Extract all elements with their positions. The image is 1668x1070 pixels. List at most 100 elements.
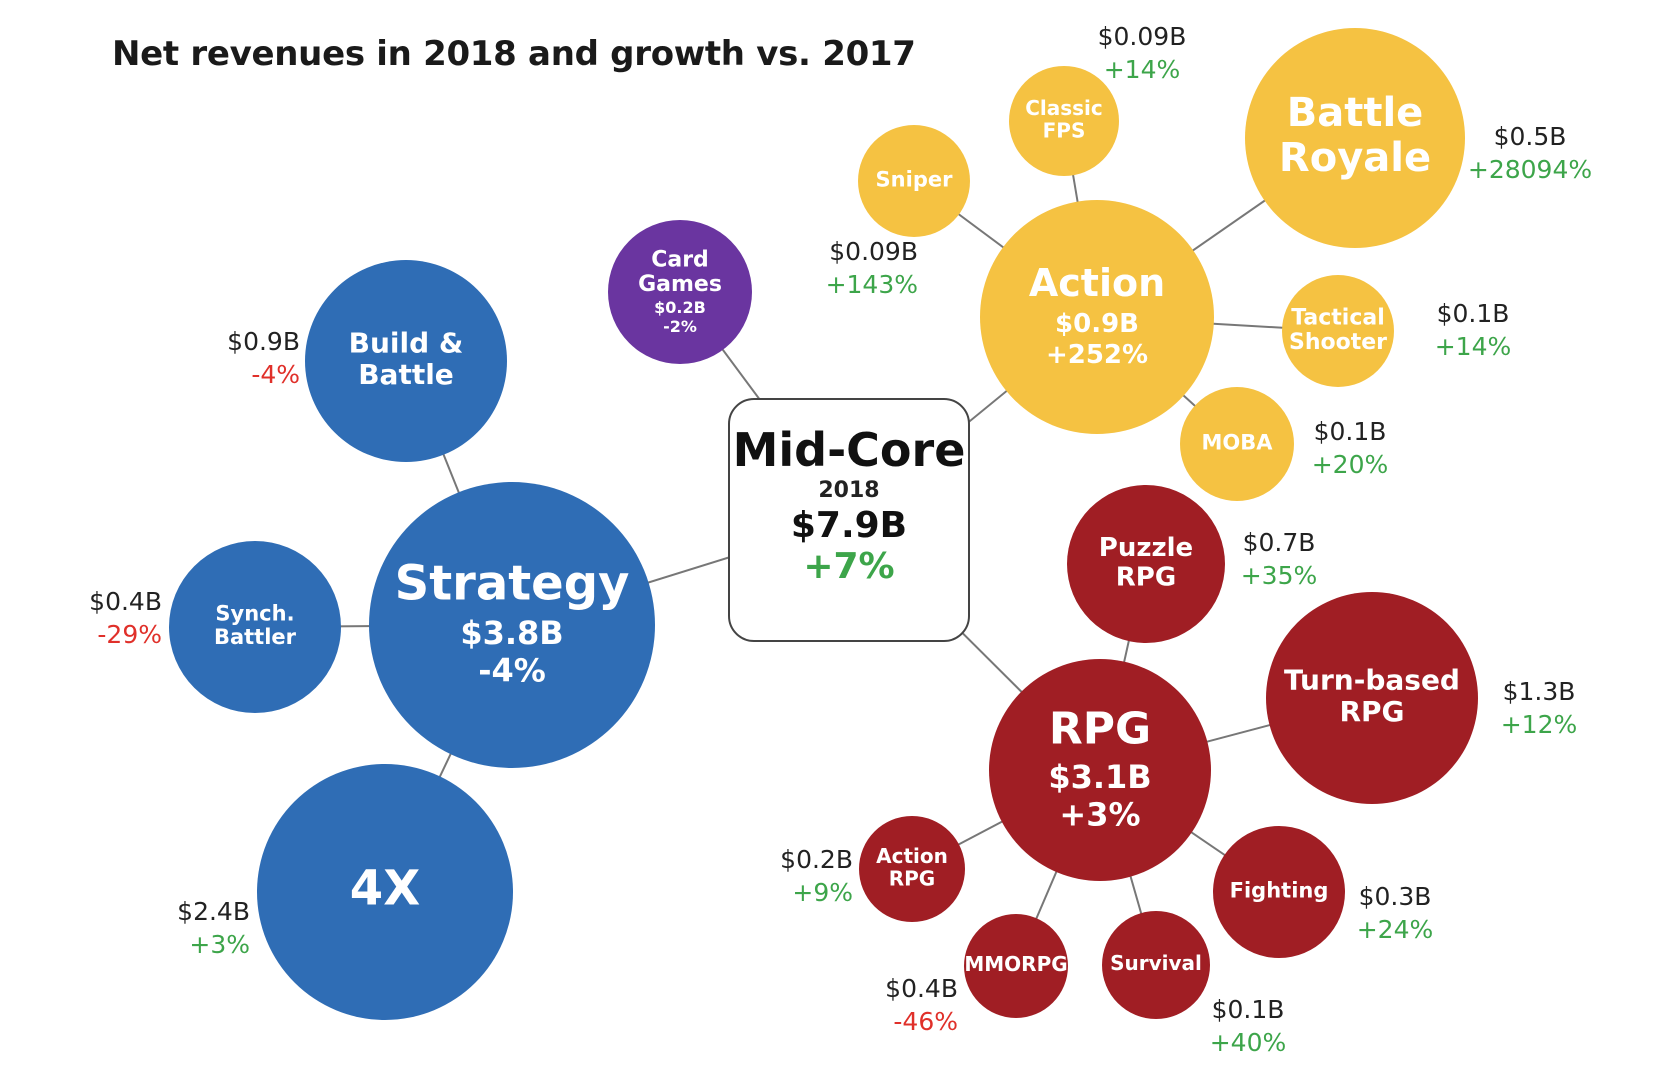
bubble-classic-fps-circle — [1009, 66, 1119, 176]
bubble-turn-based-rpg-name-line-2: RPG — [1339, 695, 1404, 728]
bubble-synch-battler-name-line-2: Battler — [214, 625, 297, 649]
label-fighting-growth: +24% — [1357, 915, 1434, 944]
bubble-action-rpg-circle — [859, 816, 965, 922]
bubble-battle-royale-circle — [1245, 28, 1465, 248]
label-synch-battler-value: $0.4B — [89, 587, 162, 616]
label-tactical-shooter-growth: +14% — [1435, 332, 1512, 361]
bubble-nodes: Strategy$3.8B-4%Build &BattleSynch.Battl… — [169, 28, 1478, 1020]
label-sniper: $0.09B +143% — [826, 237, 918, 299]
label-survival-growth: +40% — [1210, 1028, 1287, 1057]
bubble-strategy-circle — [369, 482, 655, 768]
label-mmorpg: $0.4B -46% — [885, 974, 958, 1036]
label-turn-based-rpg: $1.3B +12% — [1501, 677, 1578, 739]
label-moba-growth: +20% — [1312, 450, 1389, 479]
label-turn-based-rpg-growth: +12% — [1501, 710, 1578, 739]
label-mmorpg-growth: -46% — [893, 1007, 958, 1036]
bubble-synch-battler-circle — [169, 541, 341, 713]
bubble-sniper-name-line-1: Sniper — [876, 167, 954, 191]
label-tactical-shooter-value: $0.1B — [1437, 299, 1510, 328]
bubble-survival: Survival — [1102, 911, 1210, 1019]
bubble-mmorpg-circle — [964, 914, 1068, 1018]
bubble-puzzle-rpg-name-line-2: RPG — [1116, 562, 1176, 592]
bubble-action-rpg-name-line-2: RPG — [889, 866, 935, 890]
label-build-battle-value: $0.9B — [227, 327, 300, 356]
label-sniper-growth: +143% — [826, 270, 918, 299]
bubble-synch-battler: Synch.Battler — [169, 541, 341, 713]
bubble-strategy-growth: -4% — [478, 652, 546, 690]
bubble-fighting-circle — [1213, 826, 1345, 958]
label-battle-royale: $0.5B +28094% — [1468, 122, 1592, 184]
bubble-classic-fps-name-line-1: Classic — [1025, 96, 1103, 120]
label-puzzle-rpg: $0.7B +35% — [1241, 528, 1318, 590]
bubble-sniper-circle — [858, 125, 970, 237]
bubble-survival-name-line-1: Survival — [1110, 951, 1202, 975]
chart-title: Net revenues in 2018 and growth vs. 2017 — [112, 34, 916, 74]
bubble-battle-royale-name-line-2: Royale — [1279, 135, 1431, 181]
label-tactical-shooter: $0.1B +14% — [1435, 299, 1512, 361]
label-4x-value: $2.4B — [177, 897, 250, 926]
bubble-build-battle-name-line-2: Battle — [358, 358, 454, 391]
label-moba: $0.1B +20% — [1312, 417, 1389, 479]
label-action-rpg: $0.2B +9% — [780, 845, 853, 907]
label-classic-fps-value: $0.09B — [1098, 22, 1187, 51]
bubble-rpg: RPG$3.1B+3% — [989, 659, 1211, 881]
bubble-4x-name-line-1: 4X — [350, 860, 420, 916]
bubble-fighting-name-line-1: Fighting — [1230, 878, 1329, 902]
label-action-rpg-growth: +9% — [792, 878, 853, 907]
bubble-sniper: Sniper — [858, 125, 970, 237]
bubble-card-games-growth: -2% — [663, 317, 697, 336]
bubble-card-games-name-line-1: Card — [651, 248, 709, 273]
bubble-moba: MOBA — [1180, 387, 1294, 501]
center-growth: +7% — [803, 545, 895, 587]
bubble-strategy: Strategy$3.8B-4% — [369, 482, 655, 768]
bubble-action-rpg-name-line-1: Action — [876, 844, 948, 868]
bubble-tactical-shooter-name-line-2: Shooter — [1289, 330, 1387, 355]
bubble-build-battle-circle — [305, 260, 507, 462]
label-4x-growth: +3% — [189, 930, 250, 959]
label-classic-fps: $0.09B +14% — [1098, 22, 1187, 84]
label-synch-battler: $0.4B -29% — [89, 587, 162, 649]
bubble-build-battle-name-line-1: Build & — [349, 327, 464, 360]
bubble-strategy-value: $3.8B — [460, 614, 563, 652]
label-turn-based-rpg-value: $1.3B — [1503, 677, 1576, 706]
bubble-mmorpg: MMORPG — [964, 914, 1068, 1018]
bubble-card-games-name-line-2: Games — [638, 272, 722, 297]
label-battle-royale-value: $0.5B — [1494, 122, 1567, 151]
bubble-synch-battler-name-line-1: Synch. — [215, 602, 294, 626]
bubble-puzzle-rpg-circle — [1067, 485, 1225, 643]
label-classic-fps-growth: +14% — [1104, 55, 1181, 84]
label-moba-value: $0.1B — [1314, 417, 1387, 446]
bubble-turn-based-rpg-name-line-1: Turn-based — [1284, 664, 1460, 697]
bubble-action-circle — [980, 200, 1214, 434]
label-survival: $0.1B +40% — [1210, 995, 1287, 1057]
bubble-tactical-shooter-circle — [1282, 275, 1394, 387]
bubble-puzzle-rpg-name-line-1: Puzzle — [1099, 533, 1193, 563]
bubble-survival-circle — [1102, 911, 1210, 1019]
label-build-battle: $0.9B -4% — [227, 327, 300, 389]
bubble-tactical-shooter-name-line-1: Tactical — [1291, 305, 1385, 330]
bubble-classic-fps-name-line-2: FPS — [1043, 118, 1086, 142]
bubble-rpg-growth: +3% — [1059, 796, 1140, 834]
bubble-action-name-line-1: Action — [1029, 261, 1165, 305]
label-fighting-value: $0.3B — [1359, 882, 1432, 911]
label-synch-battler-growth: -29% — [97, 620, 162, 649]
bubble-4x-circle — [257, 764, 513, 1020]
label-build-battle-growth: -4% — [251, 360, 300, 389]
bubble-mmorpg-name-line-1: MMORPG — [964, 952, 1067, 976]
bubble-strategy-name-line-1: Strategy — [395, 556, 630, 612]
bubble-rpg-name-line-1: RPG — [1049, 704, 1151, 755]
label-survival-value: $0.1B — [1212, 995, 1285, 1024]
bubble-rpg-value: $3.1B — [1048, 758, 1151, 796]
bubble-battle-royale-name-line-1: Battle — [1287, 90, 1424, 136]
center-name: Mid-Core — [732, 423, 966, 477]
bubble-action-value: $0.9B — [1055, 309, 1139, 339]
bubble-rpg-circle — [989, 659, 1211, 881]
bubble-moba-circle — [1180, 387, 1294, 501]
bubble-turn-based-rpg-circle — [1266, 592, 1478, 804]
